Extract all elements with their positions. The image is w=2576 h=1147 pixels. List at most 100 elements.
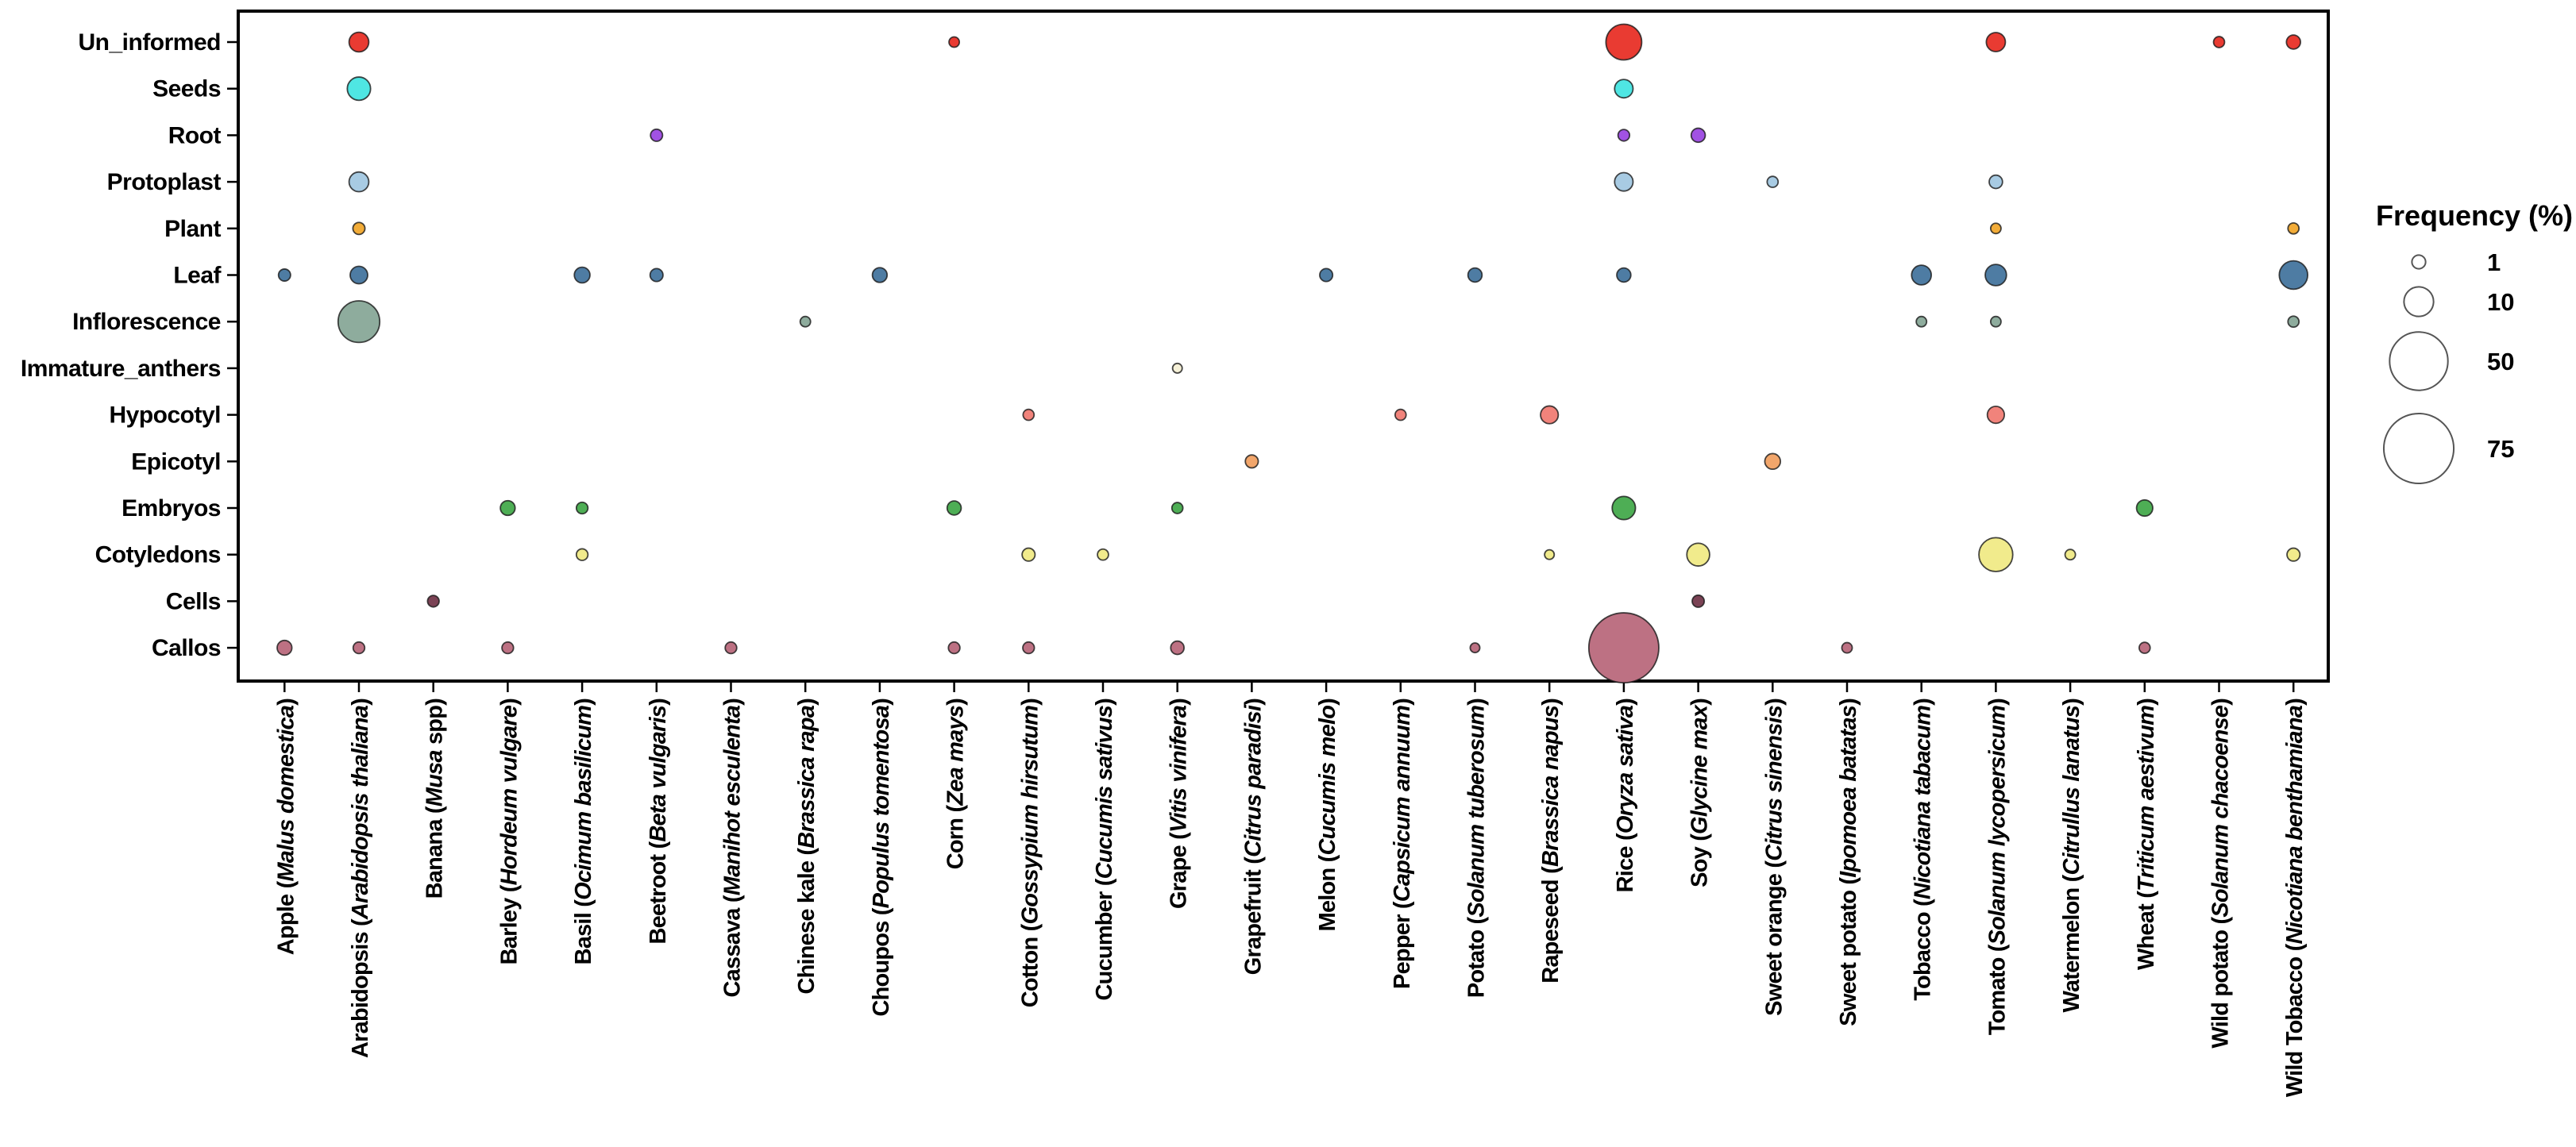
y-axis-label: Seeds: [152, 76, 221, 102]
bubble-arabidopsis-callos: [352, 641, 366, 655]
bubble-wild-tobacco-plant: [2287, 221, 2300, 235]
bubble-rice-root: [1617, 129, 1631, 142]
bubble-arabidopsis-leaf: [349, 265, 368, 285]
bubble-soy-cotyledons: [1686, 542, 1710, 567]
legend-size-label-75: 75: [2487, 435, 2514, 463]
bubble-arabidopsis-plant: [352, 221, 366, 236]
bubble-rapeseed-cotyledons: [1544, 548, 1556, 560]
y-axis-label: Plant: [164, 216, 221, 242]
bubble-soy-root: [1690, 127, 1706, 144]
x-axis-label: Sweet orange (Citrus sinensis): [1761, 699, 1787, 1016]
bubble-soy-cells: [1691, 594, 1706, 608]
bubble-rice-protoplast: [1614, 171, 1634, 192]
bubble-rapeseed-hypocotyl: [1540, 405, 1560, 425]
bubble-tomato-leaf: [1984, 264, 2007, 287]
bubble-corn-un_informed: [948, 36, 961, 48]
bubble-barley-embryos: [499, 499, 516, 517]
bubble-wild-tobacco-leaf: [2278, 260, 2308, 291]
bubble-arabidopsis-un_informed: [348, 31, 370, 53]
bubble-barley-callos: [501, 641, 515, 655]
x-axis-label: Cassava (Manihot esculenta): [720, 699, 746, 998]
bubble-wild-potato-un_informed: [2212, 36, 2226, 48]
bubble-grapefruit-epicotyl: [1244, 454, 1259, 469]
bubble-corn-embryos: [946, 500, 962, 516]
x-axis-label: Pepper (Capsicum annuum): [1390, 699, 1415, 989]
x-axis-label: Watermelon (Citrullus lanatus): [2059, 699, 2084, 1013]
bubble-tomato-plant: [1989, 222, 2002, 235]
bubble-banana-cells: [426, 595, 440, 608]
bubble-wild-tobacco-un_informed: [2285, 34, 2301, 50]
bubble-wild-tobacco-inflorescence: [2287, 315, 2300, 329]
bubble-rice-callos: [1587, 612, 1660, 684]
bubble-basil-leaf: [573, 266, 591, 284]
bubble-watermelon-cotyledons: [2064, 548, 2077, 561]
bubble-pepper-hypocotyl: [1394, 408, 1407, 421]
x-axis-label: Cotton (Gossypium hirsutum): [1017, 699, 1043, 1007]
legend-title: Frequency (%): [2376, 199, 2573, 232]
legend-size-label-10: 10: [2487, 288, 2514, 316]
y-axis-label: Cells: [166, 588, 221, 614]
bubble-sweet-orange-protoplast: [1766, 175, 1780, 188]
x-axis-label: Cucumber (Cucumis sativus): [1092, 699, 1117, 1001]
bubble-tomato-hypocotyl: [1986, 405, 2006, 425]
bubble-beetroot-leaf: [649, 268, 664, 283]
bubble-basil-cotyledons: [575, 548, 589, 561]
bubble-arabidopsis-seeds: [346, 76, 372, 102]
y-axis-label: Immature_anthers: [21, 356, 221, 382]
plot-border: [237, 10, 2330, 683]
y-axis-label: Hypocotyl: [109, 402, 221, 429]
x-axis-label: Chinese kale (Brassica rapa): [794, 699, 819, 995]
bubble-tomato-inflorescence: [1989, 315, 2002, 328]
x-axis-label: Grapefruit (Citrus paradisi): [1240, 699, 1266, 975]
x-axis-label: Rice (Oryza sativa): [1613, 699, 1638, 892]
legend-size-circle-1: [2411, 254, 2427, 270]
x-axis-label: Melon (Cucumis melo): [1315, 699, 1340, 932]
bubble-tomato-cotyledons: [1978, 537, 2014, 572]
bubble-sweet-potato-callos: [1841, 641, 1853, 654]
x-axis-label: Grape (Vitis vinifera): [1167, 699, 1192, 909]
bubble-arabidopsis-inflorescence: [337, 300, 381, 344]
legend-size-label-50: 50: [2487, 348, 2514, 375]
y-axis-label: Epicotyl: [131, 448, 221, 475]
x-axis-label: Wild potato (Solanum chacoense): [2208, 699, 2234, 1049]
y-axis-label: Root: [168, 122, 222, 148]
bubble-cotton-hypocotyl: [1022, 408, 1035, 421]
x-axis-label: Beetroot (Beta vulgaris): [646, 699, 671, 945]
legend-size-label-1: 1: [2487, 248, 2501, 276]
x-axis-label: Rapeseed (Brassica napus): [1538, 699, 1564, 983]
x-axis-label: Tobacco (Nicotiana tabacum): [1911, 699, 1936, 1001]
x-axis-label: Apple (Malus domestica): [273, 699, 299, 955]
bubble-choupos-leaf: [871, 267, 889, 283]
legend-size-circle-10: [2403, 286, 2435, 318]
bubble-basil-embryos: [575, 501, 589, 515]
bubble-rice-embryos: [1611, 495, 1637, 521]
bubble-wheat-callos: [2138, 641, 2151, 654]
bubble-chinese-kale-inflorescence: [799, 315, 812, 328]
x-axis-label: Wheat (Triticum aestivum): [2134, 699, 2159, 970]
x-axis-label: Basil (Ocimum basilicum): [571, 699, 596, 965]
x-axis-label: Banana (Musa spp): [422, 699, 448, 899]
bubble-rice-seeds: [1614, 79, 1634, 99]
x-axis-label: Barley (Hordeum vulgare): [496, 699, 522, 965]
bubble-tomato-protoplast: [1988, 174, 2003, 190]
bubble-cucumber-cotyledons: [1097, 548, 1109, 561]
y-axis-label: Protoplast: [107, 169, 222, 195]
bubble-sweet-orange-epicotyl: [1764, 452, 1782, 471]
bubble-cotton-callos: [1022, 641, 1035, 655]
bubble-tobacco-inflorescence: [1915, 315, 1928, 328]
x-axis-label: Choupos (Populus tomentosa): [869, 699, 894, 1017]
bubble-rice-un_informed: [1605, 23, 1643, 61]
bubble-rice-leaf: [1616, 267, 1632, 283]
x-axis-label: Corn (Zea mays): [943, 699, 969, 869]
bubble-wheat-embryos: [2135, 498, 2154, 518]
bubble-tomato-un_informed: [1985, 32, 2007, 52]
bubble-apple-callos: [276, 639, 293, 656]
x-axis-label: Wild Tobacco (Nicotiana benthamiana): [2282, 699, 2308, 1097]
x-axis-label: Tomato (Solanum lycopersicum): [1984, 699, 2010, 1035]
bubble-cassava-callos: [724, 641, 738, 655]
legend-size-circle-50: [2389, 331, 2449, 391]
legend-size-circle-75: [2382, 412, 2455, 485]
y-axis-label: Cotyledons: [95, 542, 221, 568]
bubble-grape-embryos: [1170, 502, 1184, 514]
